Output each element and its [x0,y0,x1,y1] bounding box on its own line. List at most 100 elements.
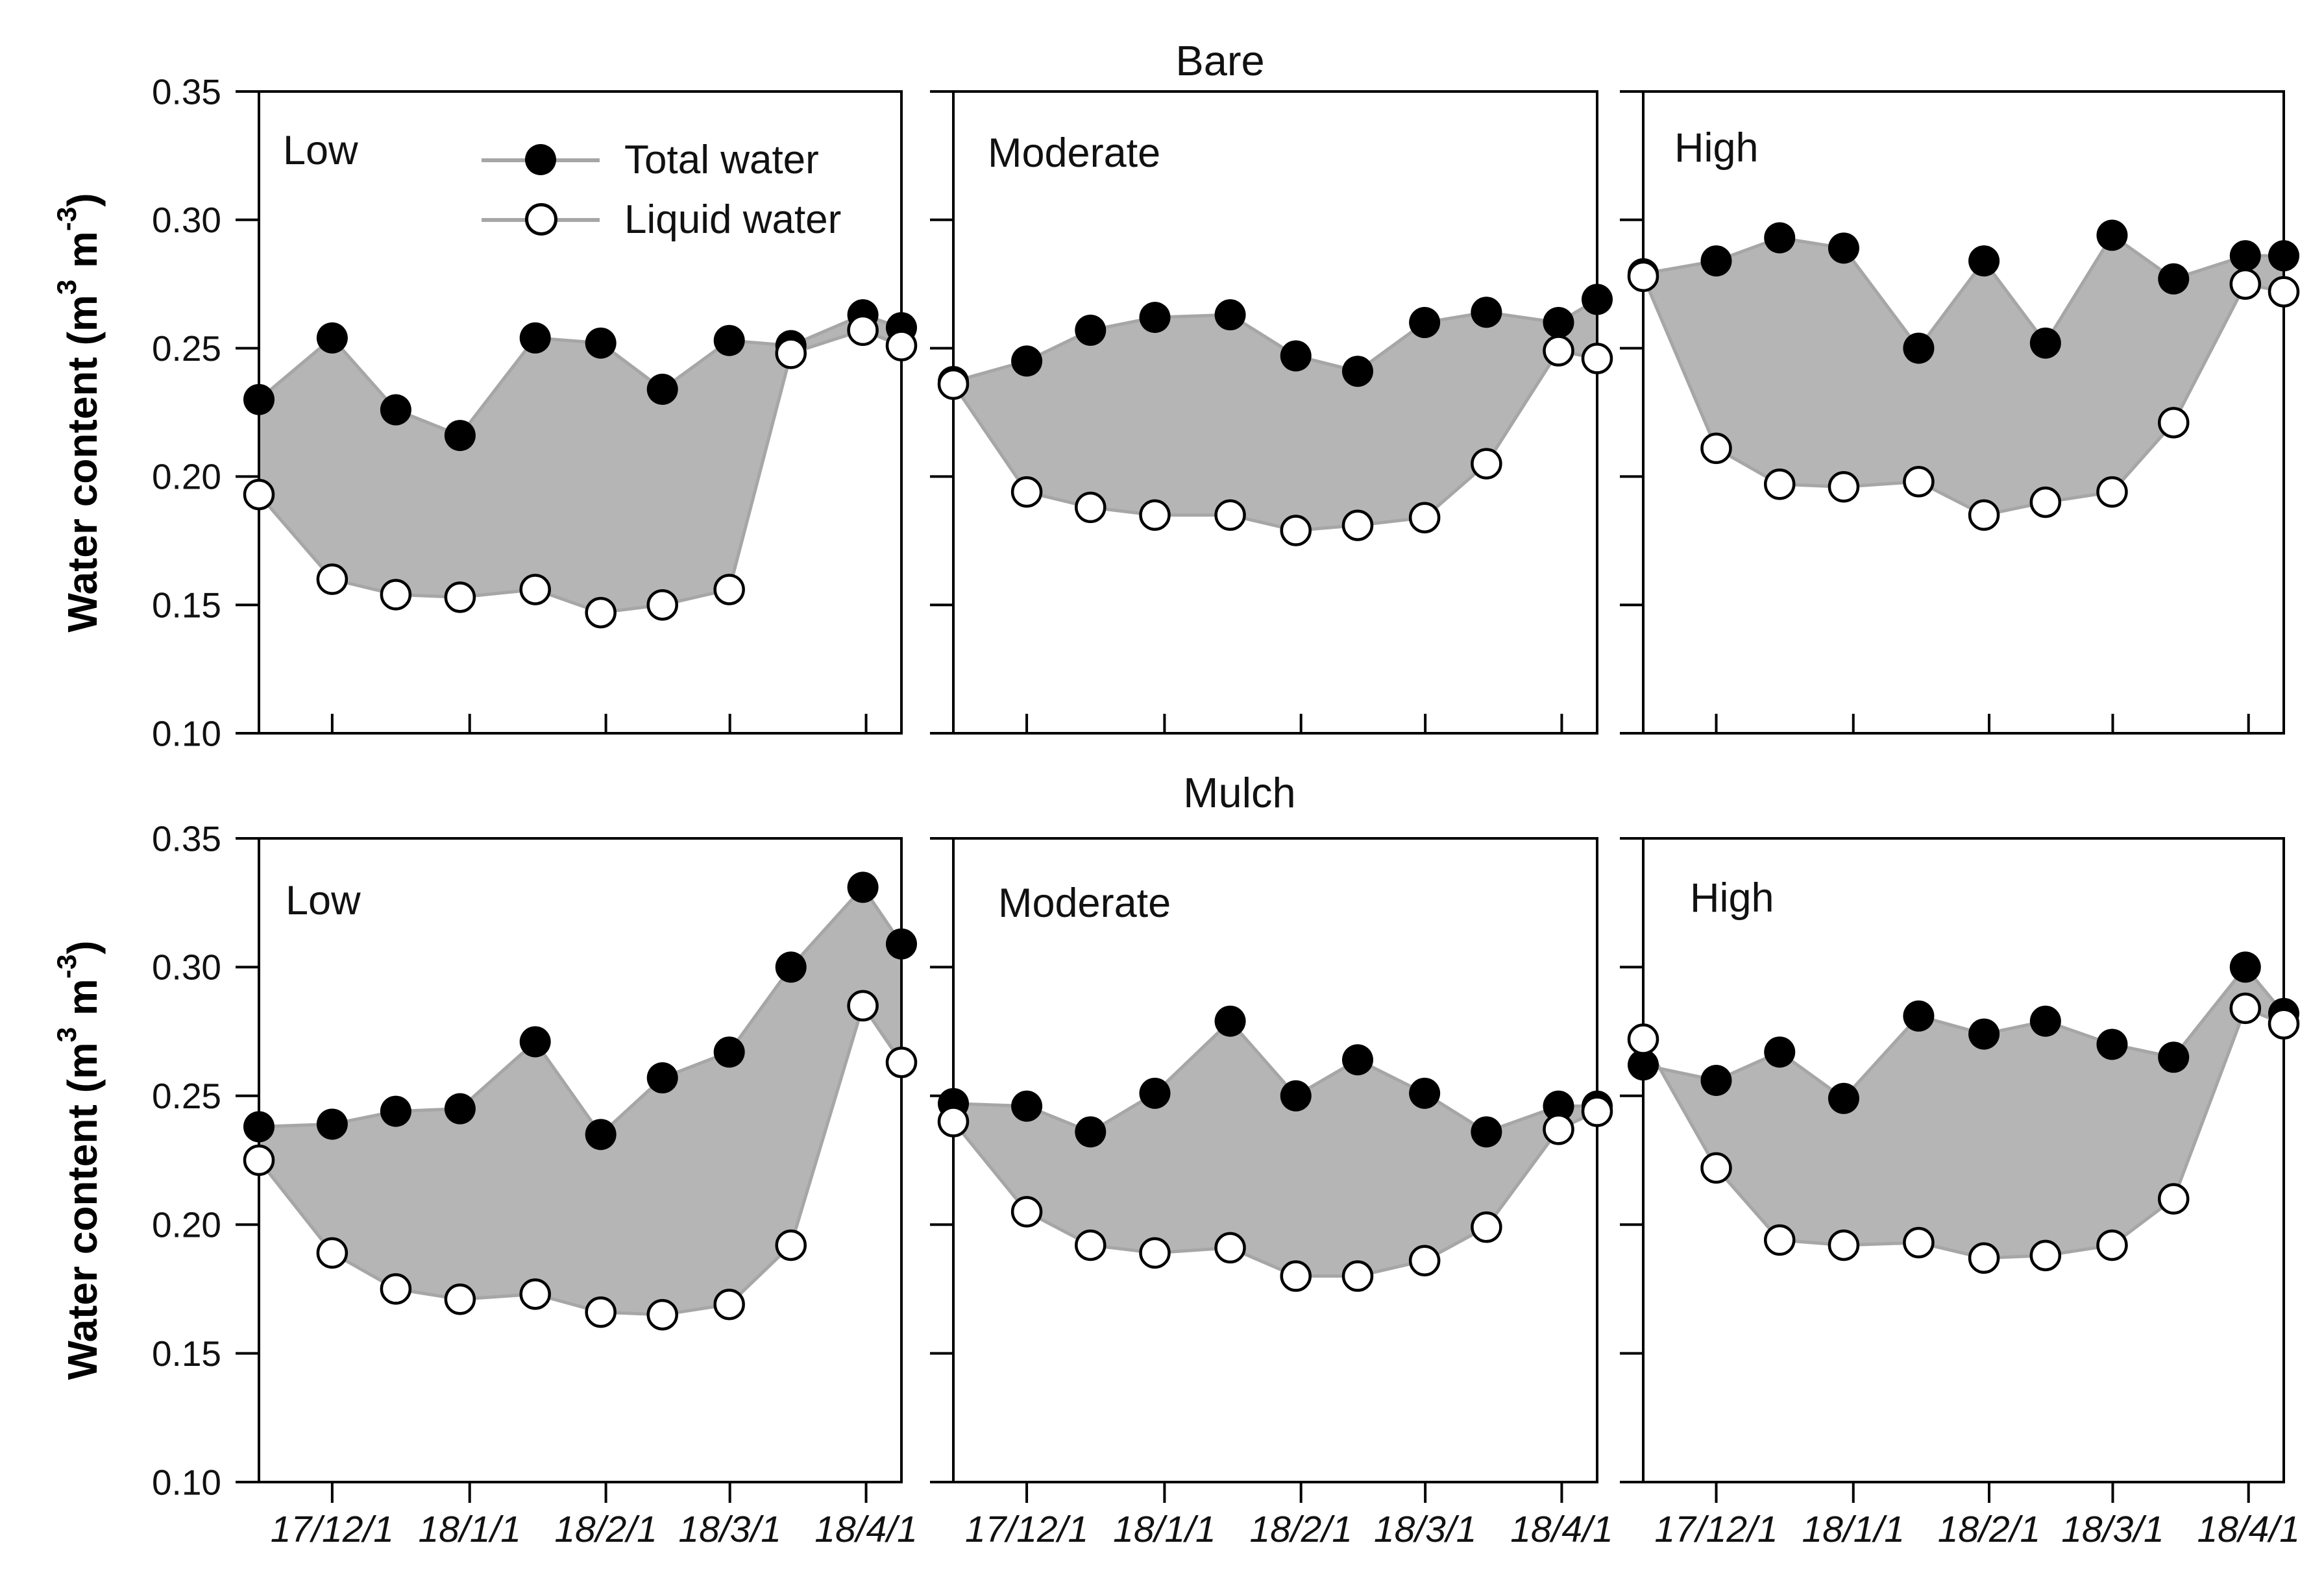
total-water-point [1280,340,1312,372]
total-water-point [713,1036,745,1068]
x-tick-label: 18/2/1 [1249,1509,1352,1550]
x-tick-label: 18/3/1 [2061,1509,2164,1550]
liquid-water-point [2029,1239,2062,1272]
liquid-water-point [646,589,678,621]
liquid-water-point [1341,1260,1374,1292]
liquid-water-point [1139,1237,1171,1269]
liquid-water-point [316,563,349,595]
liquid-water-point [2229,268,2262,300]
panel-border [1642,90,2285,735]
total-water-point [886,928,917,960]
total-water-point [2229,240,2261,272]
liquid-water-point [1341,509,1374,541]
panel-mulch-high: 17/12/1 18/1/1 18/2/1 18/3/1 18/4/1 [1620,837,2300,1550]
liquid-water-point [775,1229,807,1261]
total-water-point [2096,1028,2128,1060]
total-water-point [775,951,807,983]
total-water-point [1011,1090,1043,1122]
y-tick-label: 0.30 [152,947,221,988]
liquid-water-point [2268,276,2300,308]
panel-border [1642,837,2285,1483]
liquid-water-point [1543,1113,1574,1145]
total-water-point [1471,297,1502,328]
liquid-water-point [1408,502,1441,533]
panel-label-mulch-high: High [1690,875,1774,921]
y-axis-label-text: Water content (m [59,1042,106,1380]
y-axis-label-sup: -3 [51,954,82,979]
liquid-water-point [243,478,275,511]
total-water-point [1700,245,1732,277]
total-water-swatch [482,144,600,175]
row-title-mulch: Mulch [1183,769,1296,816]
liquid-water-point [1828,1229,1860,1261]
liquid-water-point [1280,1260,1312,1292]
x-tick-label: 18/1/1 [1113,1509,1216,1550]
y-axis-label-text: Water content (m [59,295,106,633]
panel-border [952,90,1598,735]
liquid-water-point [1763,469,1796,500]
row-title-bare: Bare [1175,37,1265,84]
liquid-water-point [444,1284,476,1315]
liquid-water-point [2029,486,2062,518]
legend: Total water Liquid water [482,130,841,249]
liquid-water-point [713,1288,745,1320]
panel-label-bare-low: Low [283,128,358,173]
panel-bare-moderate [930,90,1613,735]
liquid-water-point [1627,260,1659,293]
y-axis-label-sup: 3 [51,279,82,295]
liquid-water-point [519,574,551,605]
y-tick-label: 0.10 [152,713,221,753]
total-water-point [243,1111,275,1143]
liquid-water-point [1763,1224,1796,1256]
total-water-point [316,322,348,354]
liquid-water-point [519,1278,551,1310]
liquid-water-point [2157,1183,2190,1215]
liquid-water-point [1010,476,1043,508]
total-water-point [646,1062,678,1094]
open-circle-icon [525,203,557,236]
liquid-water-point [847,314,879,347]
total-water-point [585,1119,617,1150]
liquid-water-point [1408,1245,1441,1277]
total-water-point [2029,327,2061,359]
liquid-water-point [444,581,476,613]
total-water-point [2096,219,2128,251]
filled-circle-icon [525,144,556,175]
liquid-water-point [1700,432,1732,465]
panel-label-bare-moderate: Moderate [988,130,1161,176]
total-water-point [1214,1005,1246,1037]
y-axis-label-sup: -3 [51,206,82,232]
liquid-water-point [2096,476,2128,508]
ice-band [1643,235,2284,515]
liquid-water-point [847,990,879,1022]
liquid-water-point [585,1296,617,1328]
liquid-water-point [1903,466,1935,498]
liquid-water-point [1581,343,1613,374]
liquid-water-point [1471,1211,1502,1243]
total-water-point [1968,1018,2000,1050]
panel-bare-high [1620,90,2300,735]
total-water-point [316,1108,348,1140]
liquid-water-point [2268,1008,2300,1040]
liquid-water-point [646,1298,678,1331]
y-tick-label: 0.20 [152,457,221,497]
total-water-point [1139,302,1171,334]
liquid-water-point [1010,1196,1043,1228]
total-water-point [2158,263,2190,295]
panel-label-bare-high: High [1674,125,1759,171]
total-water-point [2268,240,2299,272]
liquid-water-point [1075,1229,1107,1261]
total-water-point [1011,345,1043,377]
ice-band [259,887,901,1315]
total-water-point [1968,245,2000,277]
y-tick-label: 0.15 [152,1333,221,1374]
liquid-water-point [2229,992,2262,1025]
y-tick-label: 0.15 [152,585,221,625]
total-water-point [713,324,745,356]
y-axis-label-sup: 3 [51,1027,82,1043]
liquid-water-point [1700,1152,1732,1184]
x-tick-label: 18/3/1 [678,1509,781,1550]
x-tick-label: 18/4/1 [814,1509,917,1550]
y-axis-label-bottom: Water content (m 3 m -3) [46,800,119,1520]
